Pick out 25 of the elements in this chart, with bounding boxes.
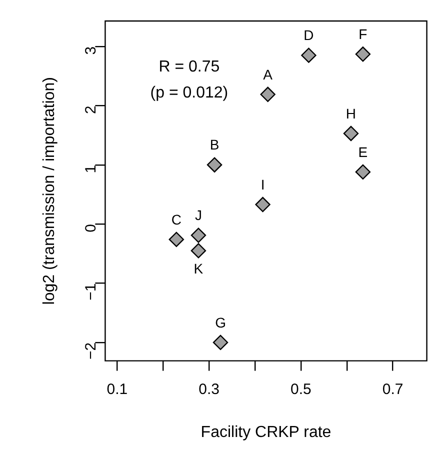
annotation: G [215,314,226,330]
y-tick-label: 3 [82,46,100,55]
y-tick-label: 1 [82,164,100,174]
y-tick-label: −2 [82,342,100,360]
annotation: D [304,27,314,44]
annotation: I [260,176,265,192]
annotation: F [358,26,368,42]
y-tick-label: −1 [82,283,100,300]
x-tick-label: 0.5 [290,380,312,398]
annotation: (p = 0.012) [150,84,228,102]
annotation: A [263,66,274,82]
x-tick-label: 0.3 [198,380,220,398]
annotation: J [194,207,202,224]
annotation: C [171,211,182,228]
x-axis-title: Facility CRKP rate [200,424,332,441]
y-tick-label: 0 [82,224,100,232]
annotation: E [358,144,368,160]
annotation: B [210,136,220,153]
x-tick-label: 0.7 [382,380,404,398]
annotation: K [194,260,204,277]
y-tick-label: 2 [82,106,100,114]
annotation: H [346,105,356,122]
annotation: R = 0.75 [158,58,220,76]
x-tick-label: 0.1 [106,380,128,398]
y-axis-title: log2 (transmission / importation) [41,77,58,305]
